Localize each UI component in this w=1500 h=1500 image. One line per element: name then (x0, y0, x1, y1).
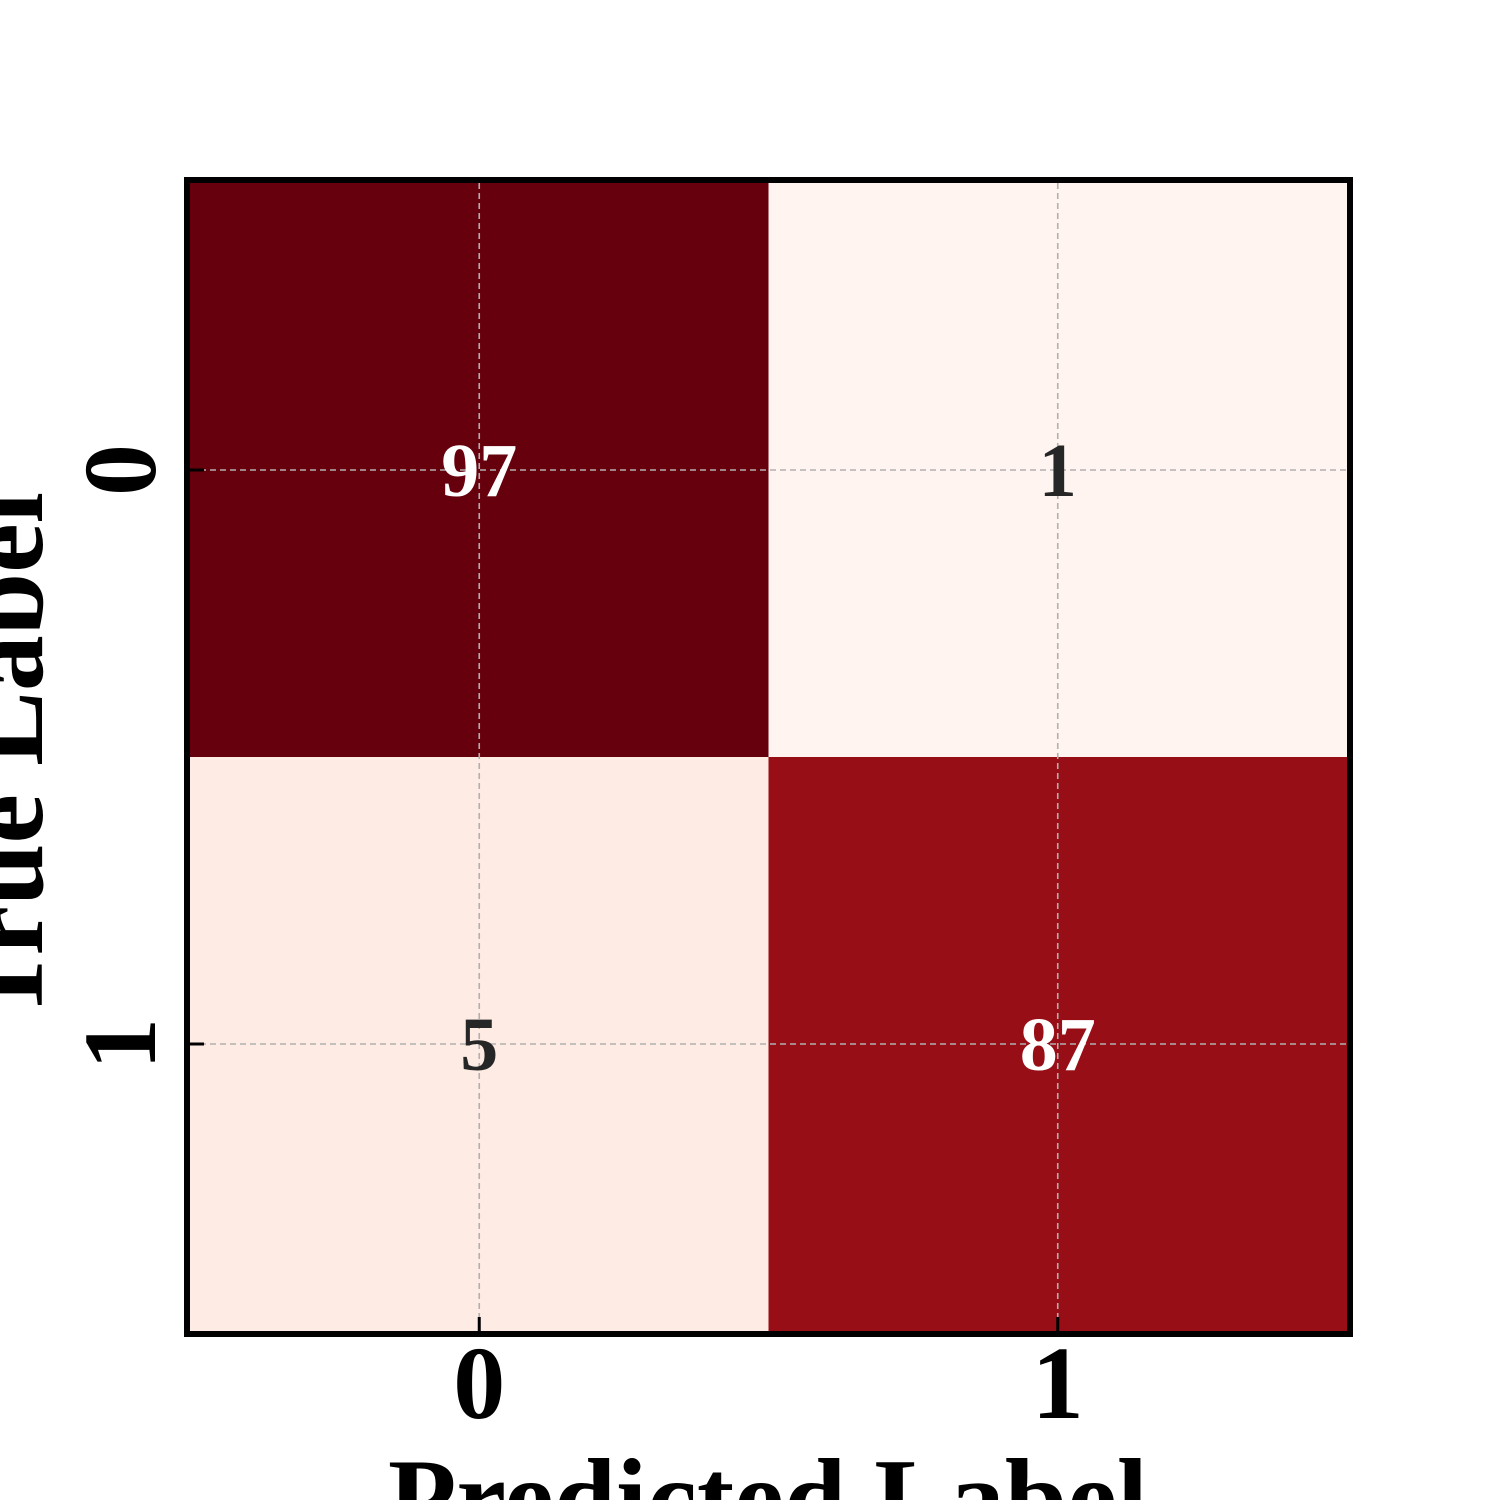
y-tick-label-0: 0 (63, 444, 178, 496)
cell-value-0-0: 97 (441, 429, 517, 513)
grid-lines (190, 183, 1347, 1331)
axis-ticks (190, 468, 1060, 1331)
x-tick-label-0: 0 (453, 1326, 505, 1441)
y-tick-labels: 01 (63, 444, 178, 1070)
y-tick-label-1: 1 (63, 1018, 178, 1070)
y-axis-label: True Label (0, 492, 67, 1022)
plot-frame (184, 177, 1353, 1337)
cell-value-1-0: 5 (460, 1003, 498, 1087)
heatmap-cells (190, 183, 1348, 1332)
x-axis-label: Predicted Label (388, 1437, 1148, 1500)
cell-value-1-1: 87 (1020, 1003, 1096, 1087)
x-tick-label-1: 1 (1032, 1326, 1084, 1441)
cell-value-0-1: 1 (1039, 429, 1077, 513)
cell-value-labels: 97 1 5 87 (441, 429, 1096, 1087)
